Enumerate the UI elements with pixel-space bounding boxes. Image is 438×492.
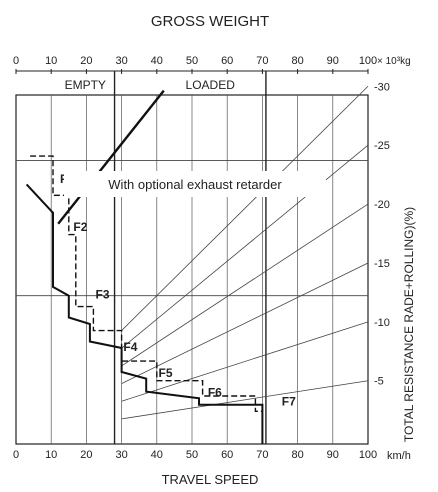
top-tick-label: 30	[115, 55, 127, 67]
top-tick-label: 50	[186, 55, 198, 67]
top-axis: 0 10 20 30 40 50 60 70 80 90 100 × 10³kg EMPTY LOADED	[13, 55, 411, 92]
loaded-label: LOADED	[186, 78, 236, 92]
resistance-line	[121, 85, 369, 331]
resistance-lines	[121, 85, 369, 420]
right-tick-label: -5	[374, 376, 384, 388]
top-tick-label: 0	[13, 55, 19, 67]
bottom-tick-label: 90	[327, 449, 339, 461]
right-axis-title: TOTAL RESISTANCE RADE+ROLLING)(%)	[402, 207, 416, 442]
chart-title: GROSS WEIGHT	[151, 13, 269, 30]
right-tick-label: -25	[374, 140, 390, 152]
gear-label: F4	[123, 340, 137, 354]
bottom-tick-label: 80	[291, 449, 303, 461]
gear-label: F2	[73, 220, 87, 234]
bottom-tick-label: 30	[115, 449, 127, 461]
bottom-tick-label: 20	[80, 449, 92, 461]
resistance-line	[121, 144, 369, 349]
gear-label: F5	[159, 366, 173, 380]
top-axis-unit: × 10³kg	[377, 56, 411, 67]
right-tick-label: -30	[374, 81, 390, 93]
gear-label: F3	[96, 287, 110, 301]
bottom-tick-label: 0	[13, 449, 19, 461]
x-axis-title: TRAVEL SPEED	[162, 472, 259, 487]
resistance-line	[121, 380, 369, 420]
top-tick-label: 70	[256, 55, 268, 67]
bottom-tick-label: 60	[221, 449, 233, 461]
resistance-line	[121, 203, 369, 367]
right-tick-label: -10	[374, 317, 390, 329]
top-tick-label: 90	[327, 55, 339, 67]
top-tick-label: 80	[291, 55, 303, 67]
right-axis: -30 -25 -20 -15 -10 -5 TOTAL RESISTANCE RADE+R…	[374, 81, 416, 442]
bottom-tick-label: 50	[186, 449, 198, 461]
bottom-tick-label: 10	[45, 449, 57, 461]
resistance-line	[121, 321, 369, 402]
annotation-box	[64, 171, 326, 197]
retarder-line	[57, 89, 165, 225]
right-tick-label: -15	[374, 258, 390, 270]
empty-label: EMPTY	[65, 78, 106, 92]
chart-grid	[15, 71, 369, 445]
gear-label: F7	[282, 394, 296, 408]
retarder-annotation: With optional exhaust retarder	[64, 171, 326, 197]
top-tick-label: 60	[221, 55, 233, 67]
annotation-text: With optional exhaust retarder	[108, 177, 282, 192]
bottom-axis: 0 10 20 30 40 50 60 70 80 90 100 km/h	[13, 449, 411, 462]
top-tick-label: 100	[359, 55, 377, 67]
resistance-line	[121, 262, 369, 384]
bottom-axis-unit: km/h	[387, 450, 411, 462]
bottom-tick-label: 100	[359, 449, 377, 461]
bottom-tick-label: 70	[256, 449, 268, 461]
top-tick-label: 40	[151, 55, 163, 67]
gear-labels: F1F2F3F4F5F6F7	[60, 172, 296, 408]
gear-label: F6	[208, 386, 222, 400]
top-tick-label: 20	[80, 55, 92, 67]
bottom-tick-label: 40	[151, 449, 163, 461]
top-tick-label: 10	[45, 55, 57, 67]
right-tick-label: -20	[374, 199, 390, 211]
